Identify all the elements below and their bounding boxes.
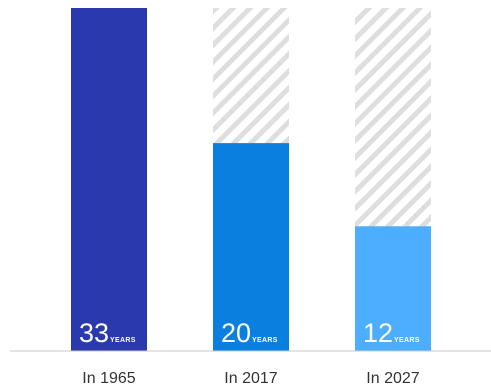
category-label-1: In 2017 [224, 370, 277, 387]
bars [71, 8, 431, 351]
value-unit: YEARS [394, 337, 420, 344]
bar-2 [355, 226, 431, 351]
value-number: 33 [79, 318, 109, 348]
value-labels: 33YEARS 20YEARS 12YEARS [79, 318, 420, 348]
value-label-0: 33YEARS [79, 318, 136, 348]
category-labels: In 1965 In 2017 In 2027 [82, 370, 419, 387]
value-label-2: 12YEARS [363, 318, 420, 348]
category-label-0: In 1965 [82, 370, 135, 387]
bar-1 [213, 143, 289, 351]
category-label-2: In 2027 [366, 370, 419, 387]
value-number: 12 [363, 318, 393, 348]
value-unit: YEARS [252, 337, 278, 344]
value-number: 20 [221, 318, 251, 348]
value-label-1: 20YEARS [221, 318, 278, 348]
value-unit: YEARS [110, 337, 136, 344]
bar-0 [71, 8, 147, 351]
